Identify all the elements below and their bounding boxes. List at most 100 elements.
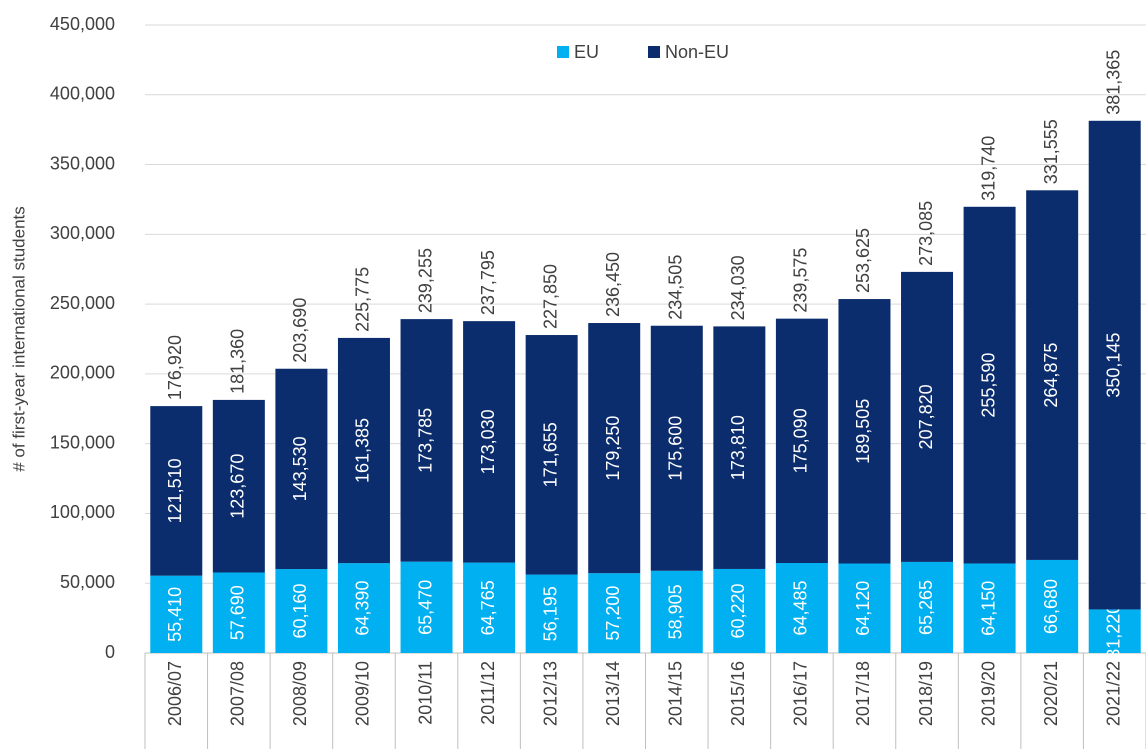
- legend-label: EU: [574, 42, 599, 62]
- bar-value-label: 171,655: [540, 422, 560, 487]
- x-tick-label: 2019/20: [978, 661, 998, 726]
- bar-value-label: 189,505: [853, 399, 873, 464]
- bar-value-label: 264,875: [1041, 343, 1061, 408]
- bar-segment: [1026, 190, 1079, 560]
- bar-segment: [588, 323, 641, 574]
- bar-segment: [650, 325, 703, 571]
- total-label: 331,555: [1041, 119, 1061, 184]
- total-label: 239,255: [415, 248, 435, 313]
- total-label: 234,505: [666, 255, 686, 320]
- bar-segment: [150, 575, 203, 653]
- bar-value-label: 255,590: [978, 353, 998, 418]
- bar-value-label: 175,600: [666, 416, 686, 481]
- bar-segment: [275, 569, 328, 653]
- bar-value-label: 65,470: [415, 580, 435, 635]
- total-label: 203,690: [290, 298, 310, 363]
- total-label: 381,365: [1103, 50, 1123, 115]
- total-label: 234,030: [728, 255, 748, 320]
- bar-segment: [525, 574, 578, 653]
- total-label: 181,360: [228, 329, 248, 394]
- bar-value-label: 60,160: [290, 583, 310, 638]
- bar-segment: [713, 568, 766, 653]
- bar-value-label: 56,195: [540, 586, 560, 641]
- y-tick-label: 50,000: [60, 572, 115, 592]
- bar-segment: [337, 563, 390, 653]
- y-tick-label: 300,000: [50, 223, 115, 243]
- x-tick-label: 2014/15: [666, 661, 686, 726]
- bar-value-label: 173,785: [415, 408, 435, 473]
- y-tick-label: 350,000: [50, 153, 115, 173]
- bar-segment: [463, 562, 516, 653]
- bar-segment: [775, 318, 828, 564]
- bar-segment: [400, 561, 453, 653]
- bar-segment: [588, 573, 641, 653]
- bar-value-label: 60,220: [728, 583, 748, 638]
- bar-segment: [212, 399, 265, 573]
- bar-value-label: 66,680: [1041, 579, 1061, 634]
- x-tick-label: 2020/21: [1041, 661, 1061, 726]
- bar-value-label: 57,690: [228, 585, 248, 640]
- bar-segment: [713, 326, 766, 569]
- legend-label: Non-EU: [665, 42, 729, 62]
- bar-value-label: 58,905: [666, 584, 686, 639]
- x-tick-label: 2017/18: [853, 661, 873, 726]
- bar-value-label: 207,820: [916, 384, 936, 449]
- bar-value-label: 143,530: [290, 436, 310, 501]
- bar-segment: [400, 319, 453, 562]
- x-tick-label: 2012/13: [540, 661, 560, 726]
- y-tick-label: 400,000: [50, 84, 115, 104]
- bar-segment: [775, 563, 828, 653]
- bar-value-label: 57,200: [603, 586, 623, 641]
- bar-segment: [1088, 609, 1141, 653]
- bar-value-label: 350,145: [1103, 333, 1123, 398]
- x-tick-label: 2021/22: [1103, 661, 1123, 726]
- bar-value-label: 64,485: [791, 580, 811, 635]
- bar-value-label: 65,265: [916, 580, 936, 635]
- bar-value-label: 173,030: [478, 409, 498, 474]
- total-label: 176,920: [165, 335, 185, 400]
- x-tick-label: 2008/09: [290, 661, 310, 726]
- x-tick-label: 2007/08: [228, 661, 248, 726]
- bar-value-label: 64,765: [478, 580, 498, 635]
- bar-value-label: 64,120: [853, 581, 873, 636]
- bar-segment: [901, 561, 954, 653]
- x-tick-label: 2006/07: [165, 661, 185, 726]
- total-label: 227,850: [540, 264, 560, 329]
- x-tick-label: 2013/14: [603, 661, 623, 726]
- bar-segment: [337, 337, 390, 564]
- bar-segment: [1088, 120, 1141, 610]
- y-tick-label: 150,000: [50, 432, 115, 452]
- y-tick-label: 100,000: [50, 502, 115, 522]
- x-tick-label: 2015/16: [728, 661, 748, 726]
- legend-swatch: [557, 46, 569, 58]
- bar-segment: [212, 572, 265, 653]
- x-tick-label: 2010/11: [415, 661, 435, 725]
- x-tick-label: 2018/19: [916, 661, 936, 726]
- bar-value-label: 175,090: [791, 408, 811, 473]
- bar-value-label: 179,250: [603, 416, 623, 481]
- bar-segment: [901, 271, 954, 562]
- bar-segment: [963, 563, 1016, 653]
- y-tick-label: 0: [105, 642, 115, 662]
- y-tick-label: 450,000: [50, 14, 115, 34]
- y-tick-label: 200,000: [50, 363, 115, 383]
- bar-segment: [1026, 559, 1079, 653]
- y-axis-label: # of first-year international students: [9, 206, 28, 472]
- total-label: 239,575: [791, 248, 811, 313]
- y-tick-label: 250,000: [50, 293, 115, 313]
- bar-segment: [525, 335, 578, 575]
- x-tick-label: 2009/10: [353, 661, 373, 726]
- bar-value-label: 64,390: [353, 581, 373, 636]
- total-label: 237,795: [478, 250, 498, 315]
- x-tick-label: 2016/17: [791, 661, 811, 726]
- bar-segment: [650, 570, 703, 653]
- total-label: 225,775: [353, 267, 373, 332]
- x-tick-label: 2011/12: [478, 661, 498, 725]
- bar-value-label: 64,150: [978, 581, 998, 636]
- bar-value-label: 161,385: [353, 418, 373, 483]
- bar-segment: [275, 368, 328, 570]
- legend-swatch: [648, 46, 660, 58]
- bar-value-label: 121,510: [165, 458, 185, 523]
- total-label: 319,740: [978, 136, 998, 201]
